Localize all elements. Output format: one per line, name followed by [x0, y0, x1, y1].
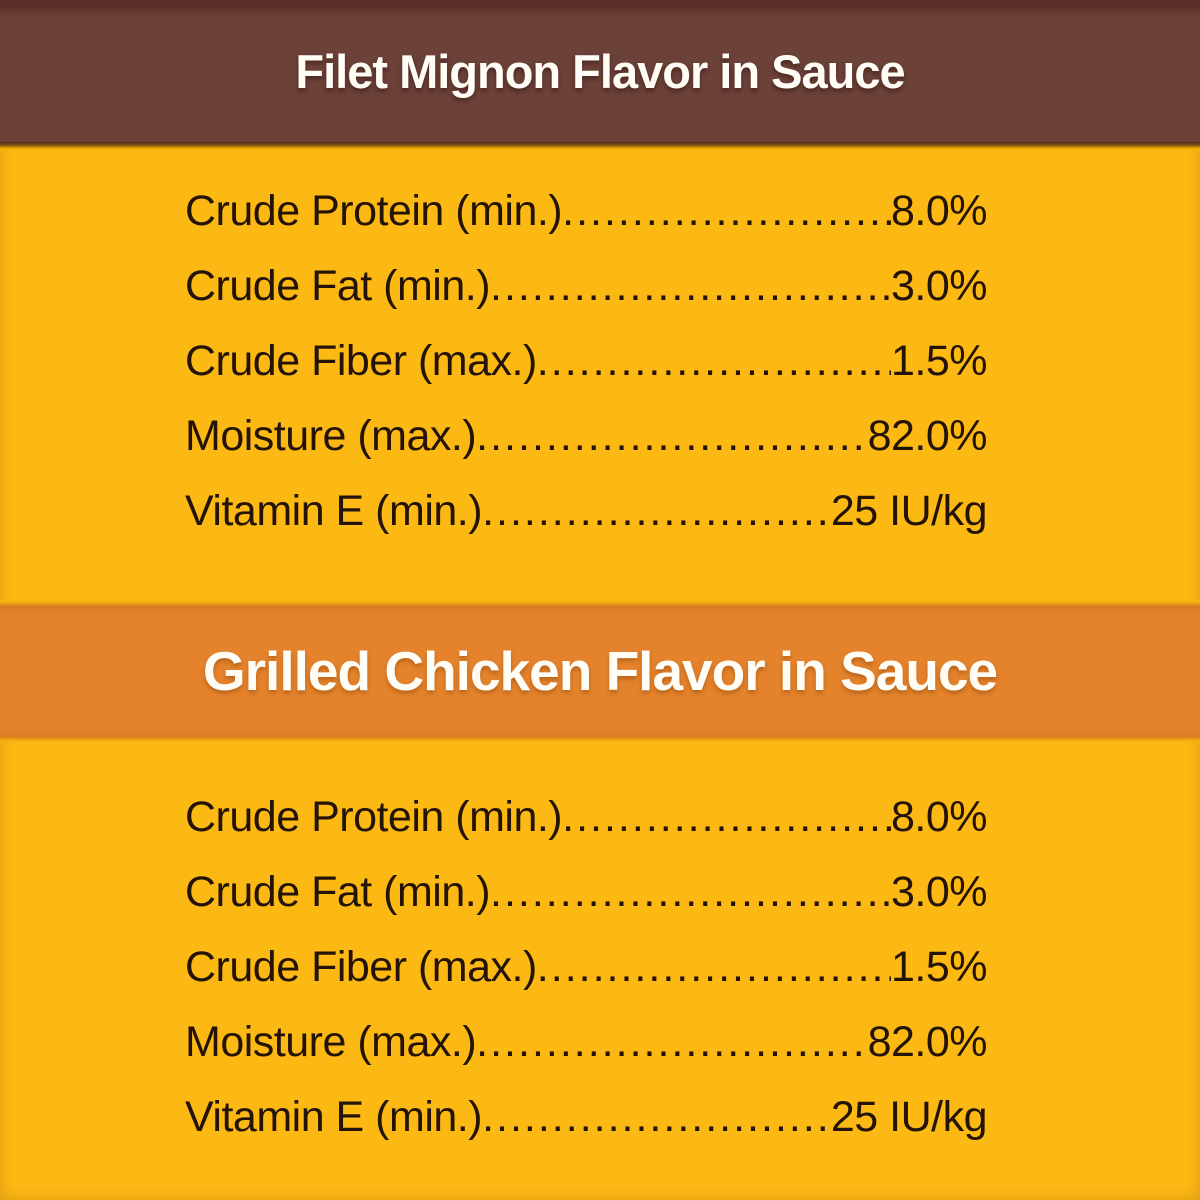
nutrient-value: 82.0% — [867, 1018, 988, 1066]
dot-leader: ........................................… — [562, 793, 891, 841]
flavor-title-filet-mignon: Filet Mignon Flavor in Sauce — [295, 44, 905, 98]
dot-leader: ........................................… — [476, 412, 867, 460]
nutrient-value: 82.0% — [867, 412, 988, 460]
analysis-section-grilled-chicken: Crude Protein (min.) ...................… — [0, 742, 1200, 1200]
flavor-title-grilled-chicken: Grilled Chicken Flavor in Sauce — [202, 640, 998, 702]
nutrient-label: Crude Fiber (max.) — [185, 943, 537, 991]
nutrient-label: Moisture (max.) — [185, 412, 477, 460]
nutrient-label: Moisture (max.) — [185, 1018, 477, 1066]
nutrient-value: 25 IU/kg — [830, 487, 988, 535]
nutrient-value: 8.0% — [890, 793, 988, 841]
nutrient-label: Crude Fat (min.) — [185, 868, 491, 916]
dot-leader: ........................................… — [536, 337, 891, 385]
divider-yellow-orange — [0, 600, 1200, 606]
nutrient-label: Crude Protein (min.) — [185, 793, 563, 841]
nutrient-value: 1.5% — [890, 337, 988, 385]
nutrient-label: Crude Fat (min.) — [185, 262, 491, 310]
divider-orange-yellow — [0, 736, 1200, 742]
dot-leader: ........................................… — [562, 187, 891, 235]
nutrient-label: Crude Protein (min.) — [185, 187, 563, 235]
nutrient-label: Vitamin E (min.) — [185, 487, 483, 535]
dot-leader: ........................................… — [490, 868, 891, 916]
nutrient-value: 25 IU/kg — [830, 1093, 988, 1141]
nutrition-row: Moisture (max.) ........................… — [185, 1005, 988, 1080]
nutrition-row: Crude Fat (min.) .......................… — [185, 249, 988, 324]
dot-leader: ........................................… — [476, 1018, 867, 1066]
nutrition-row: Crude Fiber (max.) .....................… — [185, 930, 988, 1005]
nutrition-row: Crude Protein (min.) ...................… — [185, 780, 988, 855]
dot-leader: ........................................… — [482, 1093, 831, 1141]
nutrient-value: 1.5% — [890, 943, 988, 991]
flavor-header-grilled-chicken: Grilled Chicken Flavor in Sauce — [0, 606, 1200, 736]
nutrition-row: Vitamin E (min.) .......................… — [185, 474, 988, 549]
nutrient-value: 8.0% — [890, 187, 988, 235]
nutrition-row: Crude Fat (min.) .......................… — [185, 855, 988, 930]
flavor-header-filet-mignon: Filet Mignon Flavor in Sauce — [0, 0, 1200, 142]
nutrition-row: Crude Protein (min.) ...................… — [185, 174, 988, 249]
dot-leader: ........................................… — [490, 262, 891, 310]
dot-leader: ........................................… — [536, 943, 891, 991]
nutrient-label: Crude Fiber (max.) — [185, 337, 537, 385]
divider-brown-yellow — [0, 142, 1200, 150]
nutrition-row: Crude Fiber (max.) .....................… — [185, 324, 988, 399]
nutrition-row: Moisture (max.) ........................… — [185, 399, 988, 474]
dot-leader: ........................................… — [482, 487, 831, 535]
nutrient-value: 3.0% — [890, 868, 988, 916]
nutrition-row: Vitamin E (min.) .......................… — [185, 1080, 988, 1155]
analysis-section-filet-mignon: Crude Protein (min.) ...................… — [0, 150, 1200, 600]
nutrient-value: 3.0% — [890, 262, 988, 310]
nutrient-label: Vitamin E (min.) — [185, 1093, 483, 1141]
